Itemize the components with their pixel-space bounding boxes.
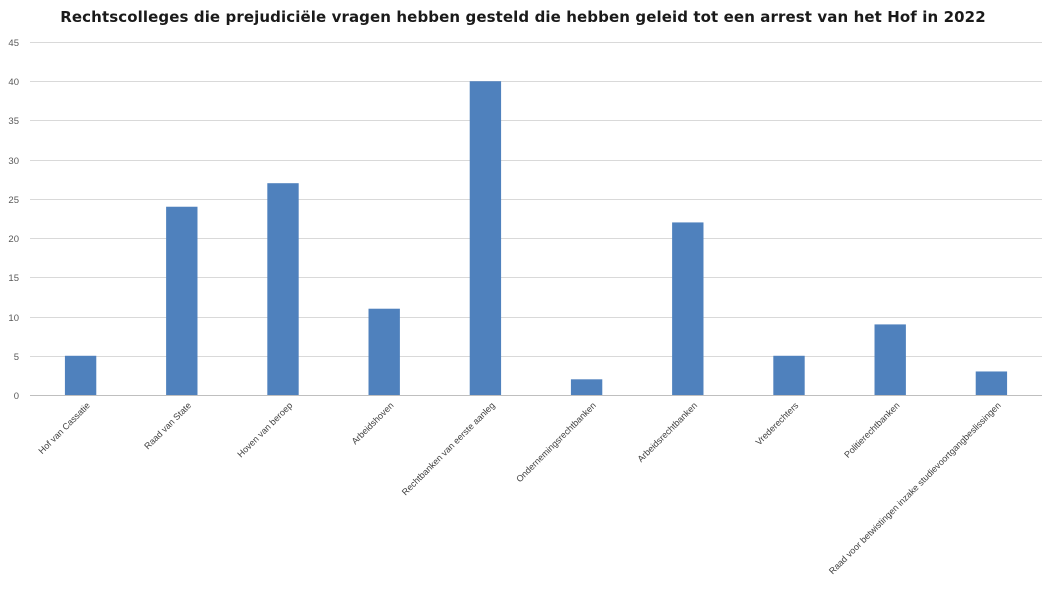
bar — [874, 324, 906, 395]
y-tick-label: 40 — [8, 77, 19, 88]
y-tick-label: 0 — [14, 391, 19, 402]
bar — [773, 355, 805, 395]
bar — [64, 355, 97, 395]
x-tick-label: Politierechtbanken — [842, 400, 901, 459]
bar — [570, 379, 603, 395]
y-tick-label: 35 — [8, 116, 19, 127]
x-tick-label: Raad voor betwistingen inzake studievoor… — [827, 400, 1003, 576]
bar — [368, 308, 400, 395]
y-tick-label: 45 — [8, 38, 19, 49]
chart-title: Rechtscolleges die prejudiciële vragen h… — [60, 8, 986, 26]
y-tick-label: 25 — [8, 195, 19, 206]
bar — [469, 81, 502, 395]
y-tick-label: 10 — [8, 313, 19, 324]
bar — [166, 206, 198, 395]
x-tick-label: Hof van Cassatie — [36, 400, 92, 456]
y-tick-label: 15 — [8, 273, 19, 284]
x-tick-label: Vrederechters — [754, 400, 801, 447]
y-tick-label: 5 — [14, 352, 19, 363]
bars — [64, 81, 1008, 395]
y-tick-label: 30 — [8, 156, 19, 167]
x-axis-ticks: Hof van Cassatie Raad van State Hoven van … — [36, 400, 1002, 576]
x-tick-label: Rechtbanken van eerste aanleg — [400, 400, 497, 497]
y-axis-ticks: 0 5 10 15 20 25 30 35 40 45 — [8, 38, 19, 402]
bar — [975, 371, 1008, 395]
x-tick-label: Arbeidshoven — [350, 400, 396, 446]
x-tick-label: Raad van State — [142, 400, 193, 451]
x-tick-label: Hoven van beroep — [235, 400, 294, 459]
y-tick-label: 20 — [8, 234, 19, 245]
x-tick-label: Arbeidsrechtbanken — [636, 400, 700, 464]
bar — [267, 183, 299, 395]
x-tick-label: Ondernemingsrechtbanken — [514, 400, 598, 484]
bar — [672, 222, 704, 395]
gridlines — [30, 42, 1042, 396]
